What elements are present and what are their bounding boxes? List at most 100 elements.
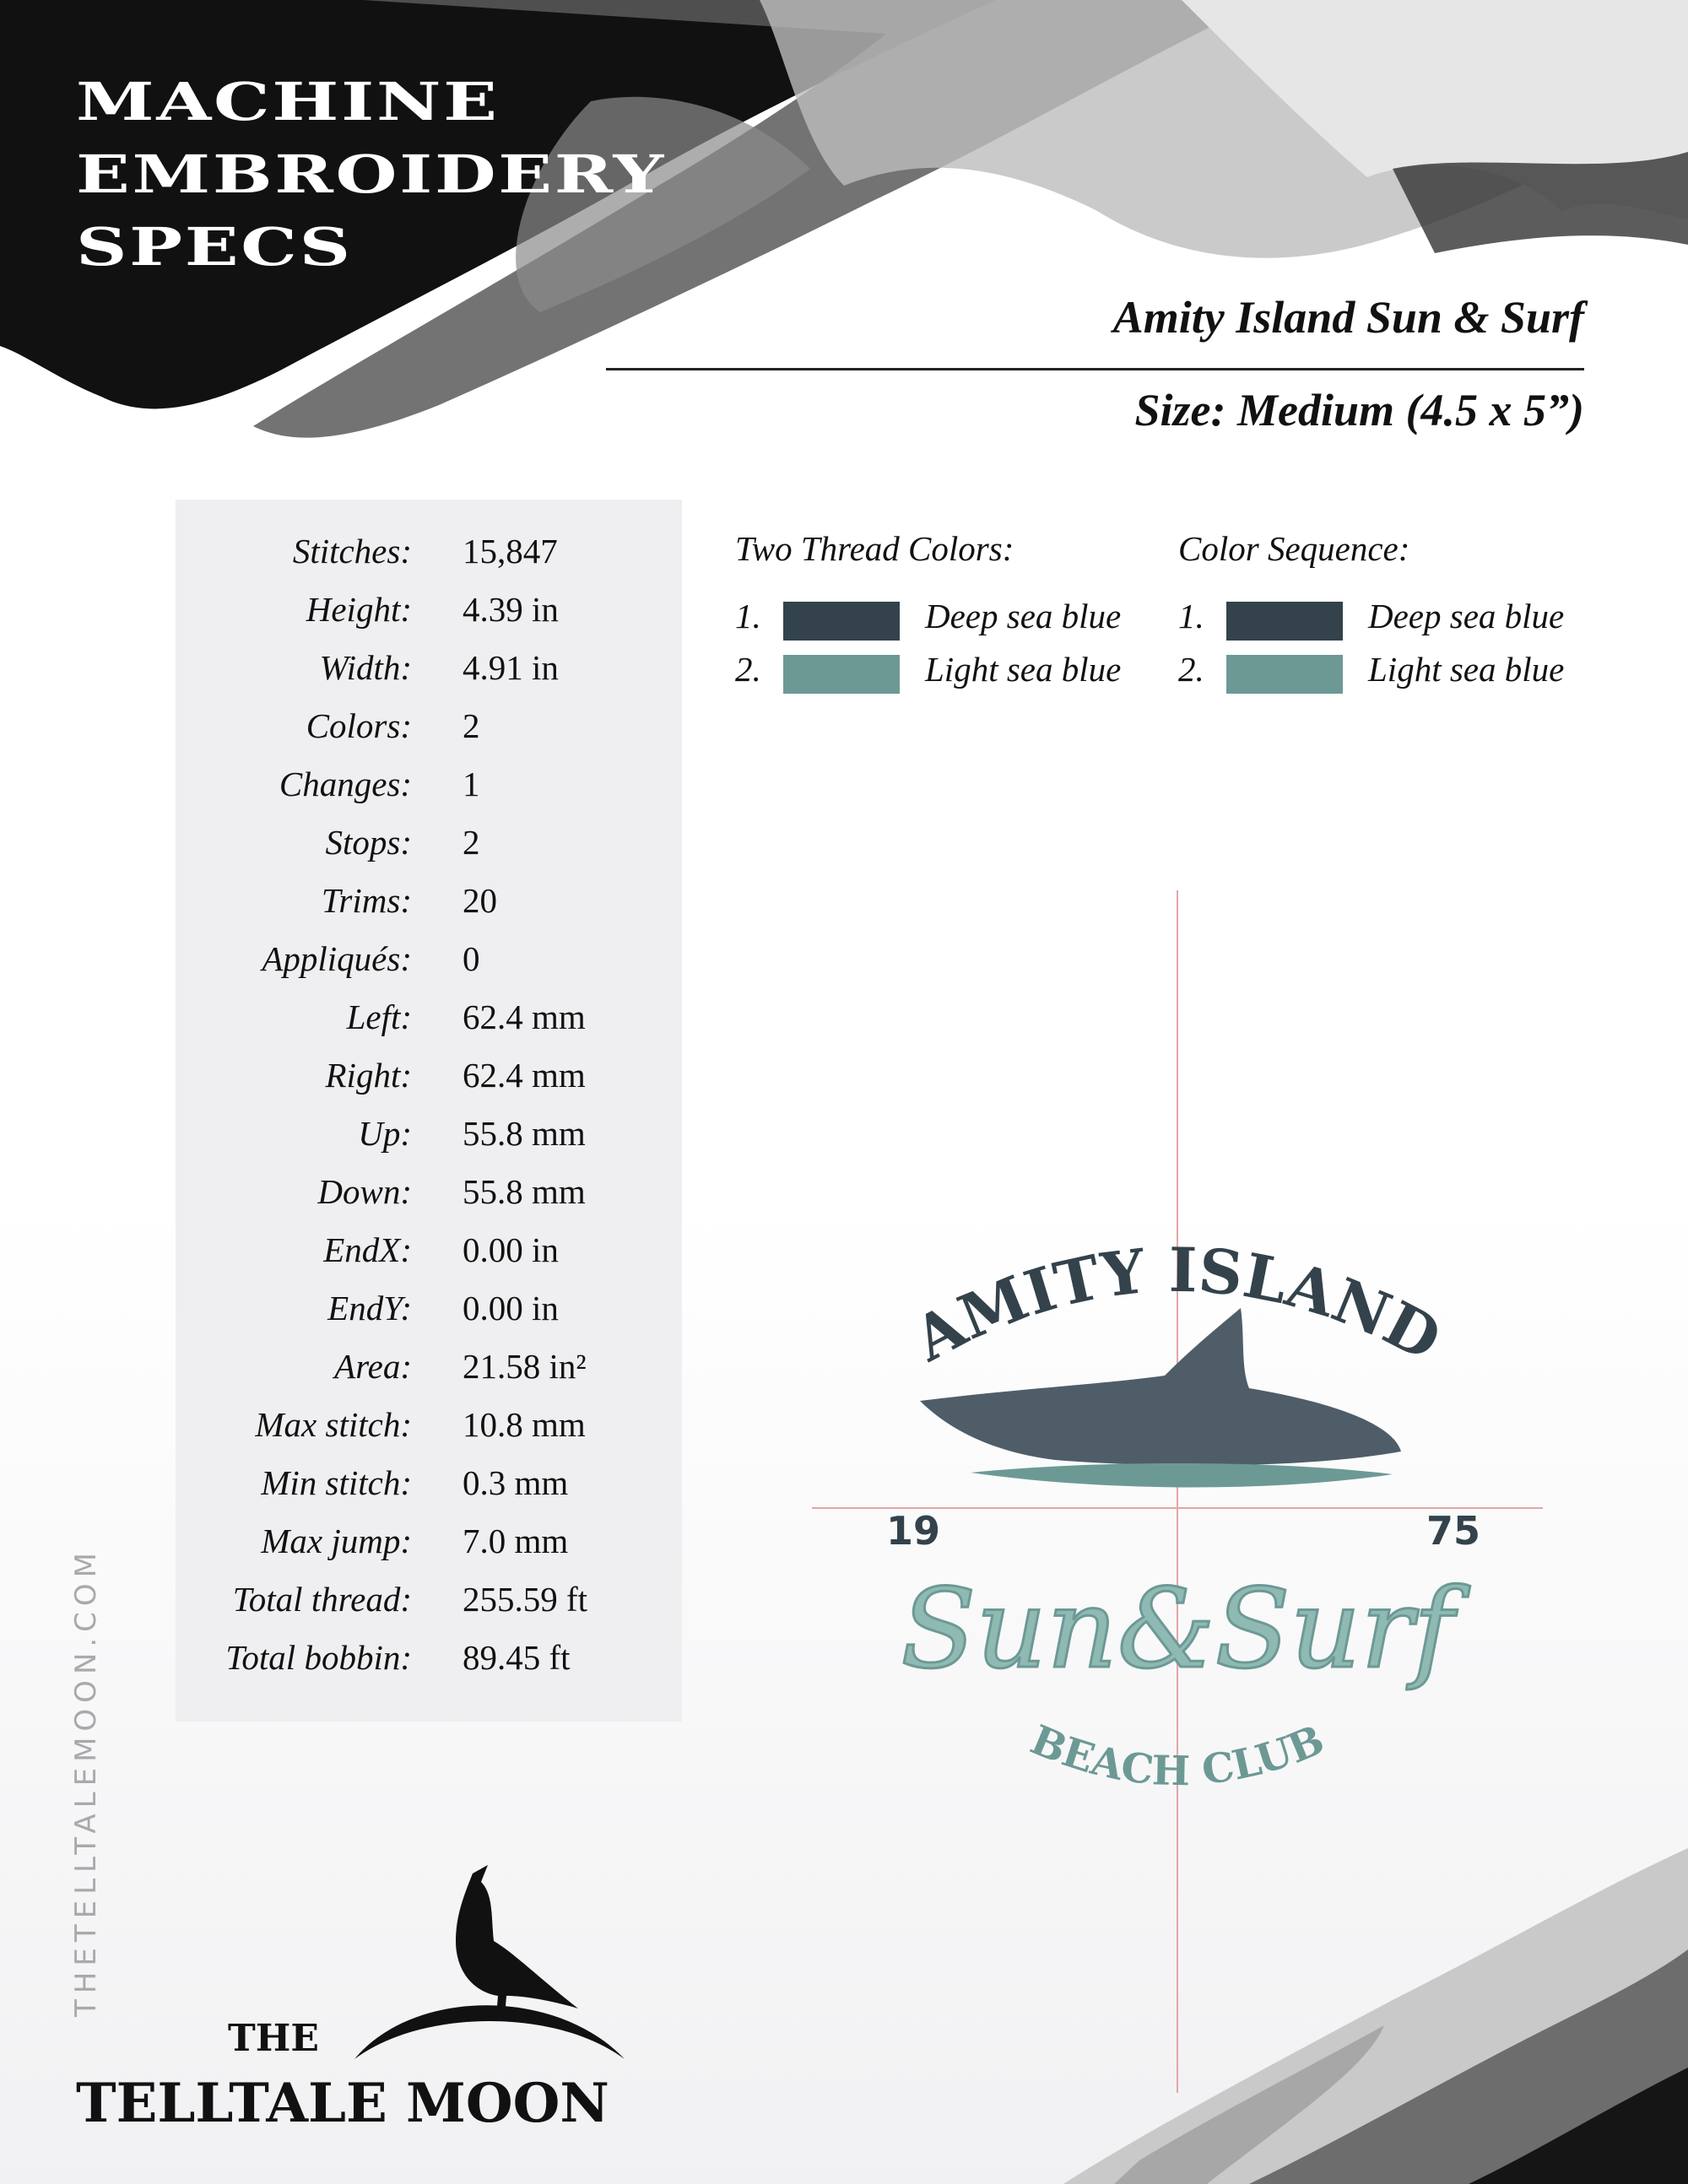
brush-stroke-decoration-top <box>0 0 1688 438</box>
stat-row: Up: 55.8 mm <box>176 1112 682 1170</box>
stat-label: Up: <box>358 1114 412 1153</box>
brush-stroke-decoration-bottom <box>1063 1848 1688 2184</box>
stat-row: Right: 62.4 mm <box>176 1054 682 1112</box>
title-line: EMBROIDERY <box>76 143 666 205</box>
item-number: 2. <box>735 650 761 689</box>
design-preview: AMITY ISLAND 19 75 Sun&Surf BEACH CLUB <box>812 890 1543 2093</box>
stat-row: Stops: 2 <box>176 821 682 879</box>
stat-label: Max jump: <box>261 1522 412 1560</box>
stat-value: 15,847 <box>463 532 558 570</box>
stat-label: Width: <box>319 648 412 687</box>
design-name: Amity Island Sun & Surf <box>1112 292 1584 343</box>
stat-label: Left: <box>346 997 412 1036</box>
surfboard-shape <box>971 1462 1393 1488</box>
color-name: Light sea blue <box>925 650 1122 689</box>
title-line: MACHINE <box>76 71 500 132</box>
stat-row: Max stitch: 10.8 mm <box>176 1403 682 1462</box>
stat-row: Total bobbin: 89.45 ft <box>176 1636 682 1695</box>
item-number: 1. <box>1178 597 1204 635</box>
stat-value: 20 <box>463 881 497 920</box>
stat-label: Down: <box>317 1172 412 1211</box>
crow-moon-logo <box>354 1865 625 2059</box>
stat-label: Area: <box>334 1347 412 1386</box>
year-right: 75 <box>1426 1508 1480 1554</box>
stat-value: 0.00 in <box>463 1230 559 1269</box>
stat-value: 2 <box>463 823 480 862</box>
stat-value: 4.39 in <box>463 590 559 629</box>
brand-name: TELLTALE MOON <box>76 2072 609 2135</box>
design-script-text: Sun&Surf <box>901 1565 1470 1693</box>
stat-label: Trims: <box>321 881 412 920</box>
color-sequence-heading: Color Sequence: <box>1178 529 1410 568</box>
color-swatch <box>783 655 900 694</box>
stat-value: 55.8 mm <box>463 1114 586 1153</box>
stat-label: Height: <box>306 590 412 629</box>
stat-row: Total thread: 255.59 ft <box>176 1578 682 1636</box>
thread-colors: Two Thread Colors: 1. Deep sea blue 2. L… <box>735 527 1121 694</box>
stat-row: Width: 4.91 in <box>176 646 682 705</box>
stat-label: Stops: <box>325 823 413 862</box>
stat-label: Stitches: <box>292 532 412 570</box>
thread-color-item: 2. Light sea blue <box>735 648 1157 699</box>
thread-color-item: 1. Deep sea blue <box>735 595 1157 646</box>
color-sequence: Color Sequence: 1. Deep sea blue 2. Ligh… <box>1178 527 1564 694</box>
stat-value: 0.00 in <box>463 1289 559 1327</box>
stat-value: 2 <box>463 706 480 745</box>
stat-row: Stitches: 15,847 <box>176 530 682 588</box>
stat-value: 0 <box>463 939 480 978</box>
title-line: SPECS <box>76 216 353 278</box>
stat-label: Max stitch: <box>255 1405 412 1444</box>
shark-shape <box>920 1308 1401 1466</box>
moon-arc-icon <box>354 2005 625 2059</box>
website-text: THETELLTALEMOON.COM <box>69 1546 103 2017</box>
color-name: Deep sea blue <box>1368 597 1565 635</box>
divider <box>606 368 1584 370</box>
color-swatch <box>783 602 900 641</box>
stat-row: Changes: 1 <box>176 763 682 821</box>
stat-row: Left: 62.4 mm <box>176 996 682 1054</box>
stat-value: 10.8 mm <box>463 1405 586 1444</box>
stat-row: Appliqués: 0 <box>176 938 682 996</box>
stats-panel: Stitches: 15,847 Height: 4.39 in Width: 4.91 … <box>176 500 682 1722</box>
design-size: Size: Medium (4.5 x 5”) <box>1134 385 1585 435</box>
stat-row: Down: 55.8 mm <box>176 1170 682 1229</box>
stat-label: Changes: <box>279 765 412 803</box>
stat-label: Colors: <box>306 706 412 745</box>
item-number: 1. <box>735 597 761 635</box>
stat-value: 62.4 mm <box>463 997 586 1036</box>
stat-row: Min stitch: 0.3 mm <box>176 1462 682 1520</box>
brand-the: THE <box>228 2017 319 2060</box>
stat-row: EndX: 0.00 in <box>176 1229 682 1287</box>
crow-icon <box>456 1865 578 2017</box>
stat-label: Min stitch: <box>261 1463 412 1502</box>
sequence-item: 1. Deep sea blue <box>1178 595 1600 646</box>
stat-label: EndY: <box>327 1289 412 1327</box>
color-swatch <box>1226 602 1343 641</box>
stat-label: Right: <box>325 1056 412 1095</box>
stat-row: Height: 4.39 in <box>176 588 682 646</box>
year-left: 19 <box>886 1508 940 1554</box>
stat-value: 0.3 mm <box>463 1463 569 1502</box>
thread-colors-heading: Two Thread Colors: <box>735 529 1014 568</box>
stat-value: 89.45 ft <box>463 1638 571 1677</box>
stat-label: Appliqués: <box>262 939 412 978</box>
item-number: 2. <box>1178 650 1204 689</box>
stat-label: EndX: <box>323 1230 412 1269</box>
color-swatch <box>1226 655 1343 694</box>
stat-row: Max jump: 7.0 mm <box>176 1520 682 1578</box>
stat-row: Trims: 20 <box>176 879 682 938</box>
stat-label: Total bobbin: <box>225 1638 412 1677</box>
stat-value: 1 <box>463 765 480 803</box>
sequence-item: 2. Light sea blue <box>1178 648 1600 699</box>
stat-value: 7.0 mm <box>463 1522 569 1560</box>
stat-value: 55.8 mm <box>463 1172 586 1211</box>
stat-row: EndY: 0.00 in <box>176 1287 682 1345</box>
stat-row: Area: 21.58 in² <box>176 1345 682 1403</box>
stat-value: 4.91 in <box>463 648 559 687</box>
page-title: MACHINE EMBROIDERY SPECS <box>76 66 666 284</box>
color-name: Deep sea blue <box>925 597 1122 635</box>
color-name: Light sea blue <box>1368 650 1565 689</box>
stat-label: Total thread: <box>232 1580 412 1619</box>
stat-row: Colors: 2 <box>176 705 682 763</box>
stat-value: 255.59 ft <box>463 1580 588 1619</box>
